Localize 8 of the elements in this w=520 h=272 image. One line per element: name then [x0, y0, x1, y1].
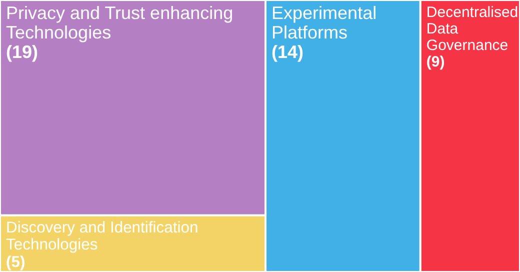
- category-label: Privacy and Trust enhancing Technologies: [6, 3, 234, 42]
- data-label: (5): [6, 254, 26, 271]
- data-label: (19): [6, 42, 38, 62]
- category-label: Experimental Platforms: [272, 3, 377, 42]
- category-label: Discovery and Identification Technologies: [6, 219, 198, 254]
- data-label: (9): [426, 54, 445, 70]
- data-label: (14): [272, 42, 304, 62]
- category-label: Decentralised Data Governance: [426, 4, 518, 54]
